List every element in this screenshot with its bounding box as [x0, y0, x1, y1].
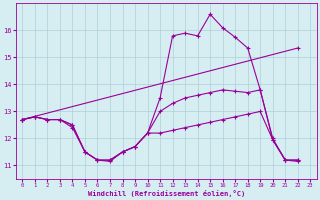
X-axis label: Windchill (Refroidissement éolien,°C): Windchill (Refroidissement éolien,°C): [88, 190, 245, 197]
